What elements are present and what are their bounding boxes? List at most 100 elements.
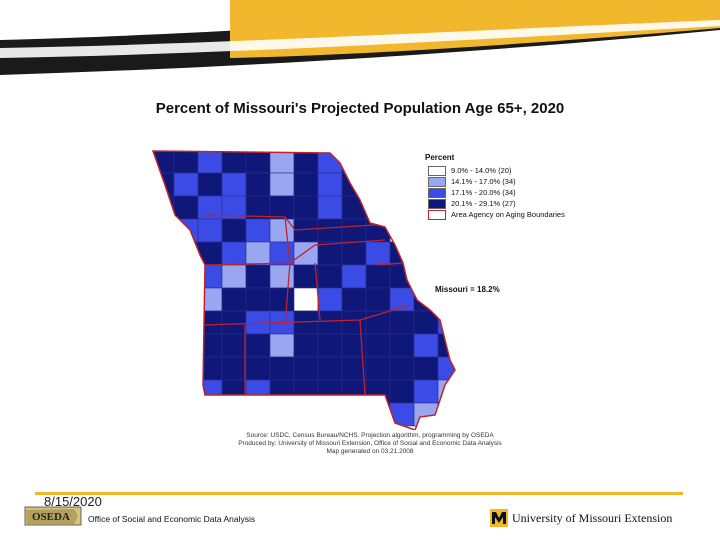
county-cell <box>153 241 175 266</box>
county-cell <box>245 333 271 358</box>
county-cell <box>437 402 455 427</box>
county-cell <box>173 172 199 197</box>
legend-item: 9.0% - 14.0% (20) <box>428 165 625 176</box>
county-cell <box>197 218 223 243</box>
county-cell <box>293 195 319 220</box>
source-line: Produced by: University of Missouri Exte… <box>238 440 502 447</box>
county-cell <box>341 172 367 197</box>
county-cell <box>221 379 247 404</box>
county-cell <box>317 241 343 266</box>
county-cell <box>221 310 247 335</box>
university-logo: University of Missouri Extension <box>490 508 680 528</box>
county-cell <box>269 356 295 381</box>
county-cell <box>173 151 199 174</box>
county-cell <box>269 264 295 289</box>
county-cell <box>341 402 367 427</box>
county-cell <box>245 379 271 404</box>
county-cell <box>389 402 415 427</box>
county-cell <box>317 356 343 381</box>
county-cell <box>365 333 391 358</box>
office-name: Office of Social and Economic Data Analy… <box>88 514 256 524</box>
county-cell <box>153 356 175 381</box>
county-cell <box>389 310 415 335</box>
footer-divider <box>35 492 683 495</box>
county-cell <box>341 310 367 335</box>
county-cell <box>153 264 175 289</box>
county-cell <box>389 218 415 243</box>
county-cell <box>221 356 247 381</box>
county-cell <box>197 241 223 266</box>
county-cell <box>173 379 199 404</box>
legend-title: Percent <box>425 153 455 162</box>
university-name: University of Missouri Extension <box>512 510 673 525</box>
source-note: Source: USDC, Census Bureau/NCHS. Projec… <box>200 432 540 456</box>
map-title: Percent of Missouri's Projected Populati… <box>155 100 565 117</box>
county-cell <box>245 151 271 174</box>
county-cell <box>221 241 247 266</box>
county-cell <box>153 379 175 404</box>
county-cell <box>197 151 223 174</box>
county-cell <box>317 379 343 404</box>
county-cell <box>413 379 439 404</box>
agency-boundaries <box>204 214 411 396</box>
county-cell <box>245 402 271 427</box>
county-cell <box>317 333 343 358</box>
county-cell <box>153 287 175 312</box>
county-cell <box>413 356 439 381</box>
county-cell <box>365 356 391 381</box>
legend-label: 17.1% - 20.0% (34) <box>451 188 516 197</box>
county-cell <box>317 402 343 427</box>
county-cell <box>245 356 271 381</box>
county-cell <box>341 195 367 220</box>
county-cell <box>221 402 247 427</box>
legend-label: Area Agency on Aging Boundaries <box>451 210 565 219</box>
county-cell <box>365 402 391 427</box>
county-cell <box>197 379 223 404</box>
county-cell <box>341 287 367 312</box>
county-cell <box>413 241 439 266</box>
source-line: Map generated on 03.21.2008 <box>326 448 414 455</box>
county-cell <box>365 264 391 289</box>
legend-label: 20.1% - 29.1% (27) <box>451 199 516 208</box>
county-cell <box>269 333 295 358</box>
county-cell <box>173 195 199 220</box>
county-cell <box>245 241 271 266</box>
county-cell <box>153 333 175 358</box>
county-cell <box>269 218 295 243</box>
county-cell <box>197 310 223 335</box>
county-cell <box>389 195 415 220</box>
oseda-logo-text: OSEDA <box>32 511 70 523</box>
county-cell <box>437 310 455 335</box>
state-average: Missouri = 18.2% <box>435 285 500 294</box>
county-cell <box>389 264 415 289</box>
county-cell <box>153 402 175 427</box>
county-cell <box>221 172 247 197</box>
county-cell <box>317 287 343 312</box>
oseda-logo: OSEDA <box>24 506 82 526</box>
county-cell <box>293 356 319 381</box>
county-cell <box>389 172 415 197</box>
county-cell <box>153 310 175 335</box>
boundary-swatch <box>428 209 446 220</box>
county-cell <box>389 151 415 174</box>
county-cell <box>341 151 367 174</box>
mu-emblem-icon <box>490 509 508 527</box>
county-cell <box>389 379 415 404</box>
county-cell <box>269 287 295 312</box>
county-cell <box>221 151 247 174</box>
county-cell <box>269 379 295 404</box>
county-cell <box>365 151 391 174</box>
legend-item: 14.1% - 17.0% (34) <box>428 176 625 187</box>
county-cell <box>365 195 391 220</box>
county-cell <box>173 310 199 335</box>
legend-label: 14.1% - 17.0% (34) <box>451 177 516 186</box>
legend-item-boundary: Area Agency on Aging Boundaries <box>428 209 625 220</box>
county-cell <box>341 379 367 404</box>
county-cell <box>197 172 223 197</box>
county-cell <box>173 287 199 312</box>
county-cell <box>413 218 439 243</box>
county-cell <box>317 218 343 243</box>
county-cell <box>197 402 223 427</box>
county-cell <box>197 356 223 381</box>
county-cell <box>293 218 319 243</box>
